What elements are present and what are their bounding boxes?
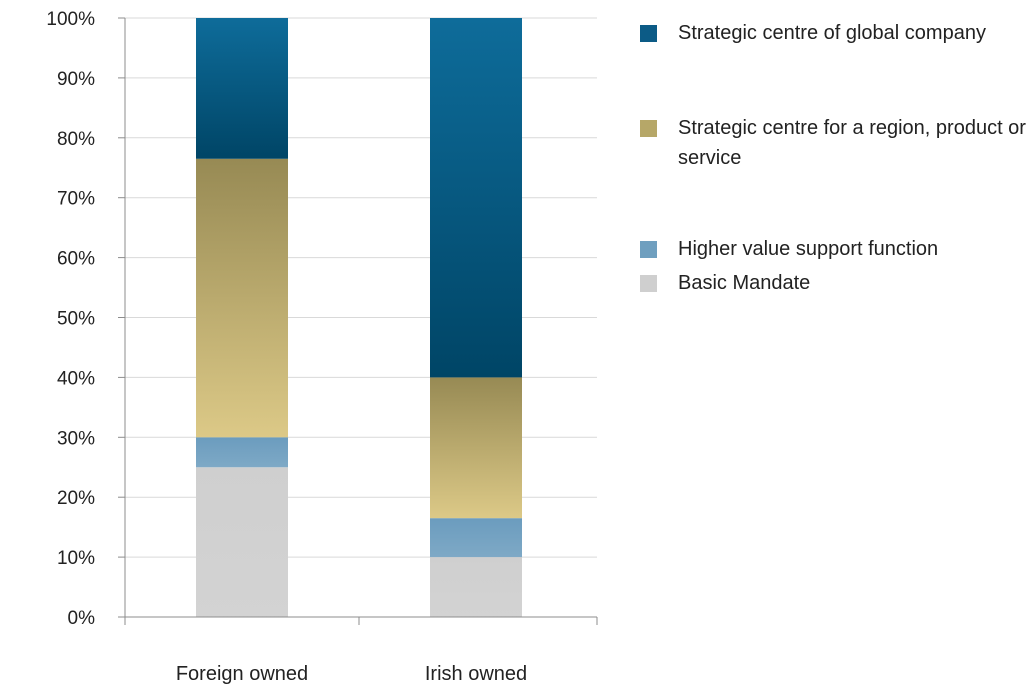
axes bbox=[118, 17, 598, 625]
x-category-label: Irish owned bbox=[425, 663, 527, 685]
bar-segment-irish-owned-basic-mandate bbox=[430, 557, 522, 617]
legend-label: Basic Mandate bbox=[678, 272, 811, 294]
axis-labels: 0% 10% 20% 30% 40% 50% 60% 70% 80% 90% 100% Foreign… bbox=[46, 9, 527, 685]
y-tick-label: 70% bbox=[57, 189, 95, 210]
legend-label: Strategic centre for a region, product o… bbox=[678, 117, 1026, 169]
y-tick-label: 50% bbox=[57, 309, 95, 330]
bar-segment-foreign-owned-strategic-centre-for-a-region-product-or-service bbox=[196, 158, 288, 438]
bar-segment-irish-owned-strategic-centre-of-global-company bbox=[430, 18, 522, 378]
legend-label: Higher value support function bbox=[678, 238, 939, 260]
bar-segment-irish-owned-higher-value-support-function bbox=[430, 518, 522, 558]
legend-swatch-icon bbox=[640, 120, 657, 137]
legend-label: Strategic centre of global company bbox=[678, 22, 986, 44]
legend-swatch-icon bbox=[640, 25, 657, 42]
y-tick-label: 40% bbox=[57, 368, 95, 389]
y-tick-label: 30% bbox=[57, 428, 95, 449]
y-tick-label: 90% bbox=[57, 69, 95, 90]
y-tick-label: 60% bbox=[57, 249, 95, 270]
y-tick-label: 20% bbox=[57, 488, 95, 509]
gridlines bbox=[125, 17, 597, 558]
bar-segment-foreign-owned-strategic-centre-of-global-company bbox=[196, 18, 288, 159]
legend-swatch-icon bbox=[640, 241, 657, 258]
x-category-label: Foreign owned bbox=[176, 663, 308, 685]
bars bbox=[196, 18, 522, 617]
y-tick-label: 10% bbox=[57, 548, 95, 569]
legend-swatch-icon bbox=[640, 275, 657, 292]
bar-segment-irish-owned-strategic-centre-for-a-region-product-or-service bbox=[430, 377, 522, 519]
y-tick-label: 80% bbox=[57, 129, 95, 150]
bar-segment-foreign-owned-higher-value-support-function bbox=[196, 437, 288, 468]
y-tick-label: 0% bbox=[68, 608, 96, 629]
bar-segment-foreign-owned-basic-mandate bbox=[196, 467, 288, 617]
y-tick-label: 100% bbox=[46, 9, 95, 30]
